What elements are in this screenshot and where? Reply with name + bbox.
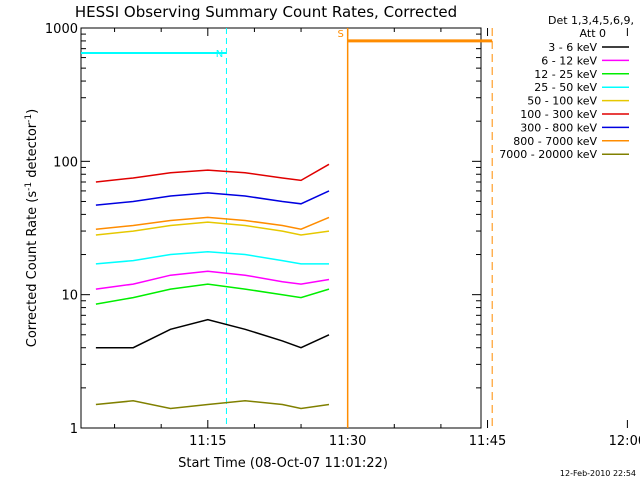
legend-label: 6 - 12 keV [541, 54, 597, 67]
y-tick-label: 10 [61, 289, 78, 304]
legend-label: 7000 - 20000 keV [499, 148, 597, 161]
legend-label: 300 - 800 keV [520, 121, 597, 134]
series-line [95, 216, 330, 230]
y-axis-label-part: Corrected Count Rate (s [25, 191, 40, 348]
y-tick-label: 1 [70, 422, 78, 437]
time-marker-label: N [216, 49, 223, 60]
y-axis-label-exp: -1 [24, 182, 34, 191]
x-tick-label: 11:30 [329, 434, 366, 449]
x-tick-label: 11:45 [469, 434, 506, 449]
y-tick-label: 100 [53, 155, 78, 170]
legend-header: Det 1,3,4,5,6,9, [548, 14, 634, 27]
legend-label: 800 - 7000 keV [513, 135, 597, 148]
series-line [95, 283, 330, 305]
legend-label: 25 - 50 keV [534, 81, 597, 94]
x-tick-label: 12:00 [609, 434, 640, 449]
footer-timestamp: 12-Feb-2010 22:54 [560, 469, 636, 478]
series-line [95, 163, 330, 183]
series-line [95, 250, 329, 265]
time-markers: NS [81, 28, 493, 428]
plot-frame [80, 27, 482, 429]
series-line [95, 221, 330, 236]
legend-header: Att 0 [580, 27, 606, 40]
x-axis-label: Start Time (08-Oct-07 11:01:22) [178, 456, 388, 471]
time-marker-label: S [337, 29, 343, 40]
legend-label: 100 - 300 keV [520, 108, 597, 121]
series-line [95, 400, 330, 410]
y-axis-label: Corrected Count Rate (s-1 detector-1) [24, 109, 40, 347]
chart-title: HESSI Observing Summary Count Rates, Cor… [75, 3, 457, 21]
legend-label: 50 - 100 keV [527, 95, 597, 108]
legend-label: 3 - 6 keV [548, 41, 597, 54]
y-axis-label-exp: -1 [24, 114, 34, 123]
series-line [95, 318, 330, 349]
legend-label: 12 - 25 keV [534, 68, 597, 81]
axis-ticks [81, 27, 628, 429]
y-axis-label-part: ) [25, 109, 40, 114]
y-axis-label-part: detector [25, 122, 40, 182]
y-tick-label: 1000 [45, 22, 78, 37]
series-layer [95, 163, 330, 410]
x-tick-label: 11:15 [189, 434, 226, 449]
series-line [95, 190, 330, 206]
series-line [95, 270, 330, 290]
